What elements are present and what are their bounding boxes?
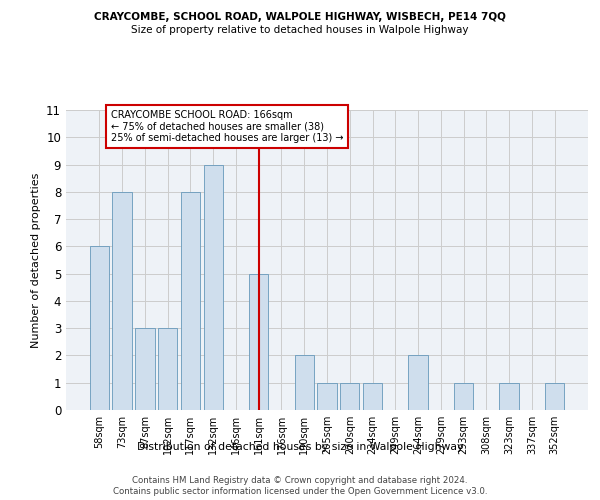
Bar (158, 328, 178, 410)
Bar (181, 192, 200, 410)
Text: CRAYCOMBE, SCHOOL ROAD, WALPOLE HIGHWAY, WISBECH, PE14 7QQ: CRAYCOMBE, SCHOOL ROAD, WALPOLE HIGHWAY,… (94, 12, 506, 22)
Text: Distribution of detached houses by size in Walpole Highway: Distribution of detached houses by size … (137, 442, 463, 452)
Bar (90, 246, 109, 410)
Text: Size of property relative to detached houses in Walpole Highway: Size of property relative to detached ho… (131, 25, 469, 35)
Y-axis label: Number of detached properties: Number of detached properties (31, 172, 41, 348)
Bar (545, 382, 564, 410)
Bar (317, 382, 337, 410)
Bar (340, 382, 359, 410)
Bar (499, 382, 519, 410)
Bar (295, 356, 314, 410)
Bar (363, 382, 382, 410)
Bar (135, 328, 155, 410)
Text: Contains public sector information licensed under the Open Government Licence v3: Contains public sector information licen… (113, 488, 487, 496)
Text: CRAYCOMBE SCHOOL ROAD: 166sqm
← 75% of detached houses are smaller (38)
25% of s: CRAYCOMBE SCHOOL ROAD: 166sqm ← 75% of d… (111, 110, 343, 143)
Text: Contains HM Land Registry data © Crown copyright and database right 2024.: Contains HM Land Registry data © Crown c… (132, 476, 468, 485)
Bar (454, 382, 473, 410)
Bar (409, 356, 428, 410)
Bar (249, 274, 268, 410)
Bar (203, 164, 223, 410)
Bar (112, 192, 132, 410)
